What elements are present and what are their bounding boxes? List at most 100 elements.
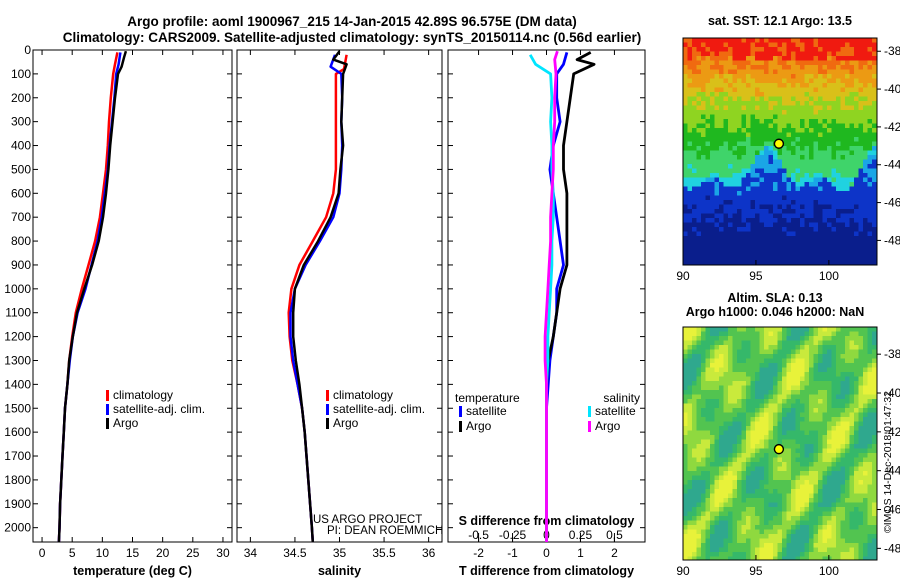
lat-tick-label: -48 [884, 541, 900, 555]
depth-axis: 0 100 200 300 400 500 600 700 800 900 1000 1100 1200… [4, 43, 31, 535]
sst-title: sat. SST: 12.1 Argo: 13.5 [708, 14, 852, 28]
watermark: ©IMOS 14-Dec-2018 01:47:32 [882, 391, 894, 533]
lon-tick-label: 100 [819, 269, 839, 283]
t-tick-label: 1 [577, 546, 584, 560]
x-tick-label: 35 [333, 546, 347, 560]
series-line-argo [57, 50, 128, 543]
legend-swatch [106, 418, 109, 429]
lon-tick-label: 90 [676, 564, 690, 578]
legend-label: satellite [595, 404, 636, 418]
x-tick-label: 10 [96, 546, 110, 560]
x-tick-label: 5 [69, 546, 76, 560]
s-tick-label: -0.5 [468, 528, 489, 542]
legend-title-temperature: temperature [455, 391, 520, 405]
series-line-argo [291, 50, 348, 543]
t-tick-label: 0 [543, 546, 550, 560]
depth-tick-label: 700 [11, 210, 31, 224]
argo-float-marker [773, 443, 785, 455]
sla-map-cells [683, 327, 878, 561]
series-line-climatology [287, 54, 348, 543]
legend-swatch [326, 404, 329, 415]
depth-tick-label: 900 [11, 258, 31, 272]
legend-label: satellite-adj. clim. [333, 402, 425, 416]
sst-map-cells [683, 38, 878, 266]
sst-map-panel: 90 95 100 -38 -40 -42 -44 -46 -48 sat. SST: 12.1 … [676, 14, 900, 283]
sla-map-frame [682, 326, 878, 561]
legend-swatch [459, 406, 462, 417]
depth-tick-label: 1900 [4, 497, 31, 511]
lat-tick-label: -40 [884, 386, 900, 400]
credit-line2: PI: DEAN ROEMMICH [327, 525, 443, 537]
sla-title-line1: Altim. SLA: 0.13 [727, 291, 822, 305]
depth-tick-label: 100 [11, 67, 31, 81]
depth-tick-label: 1300 [4, 353, 31, 367]
argo-float-marker [773, 138, 785, 149]
series-line-salinity-satellite [528, 54, 555, 542]
temperature-xlabel: temperature (deg C) [73, 564, 192, 578]
t-tick-label: 2 [611, 546, 618, 560]
series-line-satellite-adj--clim- [289, 54, 344, 543]
lat-tick-label: -46 [884, 196, 900, 210]
x-tick-label: 25 [186, 546, 200, 560]
t-tick-label: -2 [473, 546, 484, 560]
depth-tick-label: 400 [11, 139, 31, 153]
x-tick-label: 30 [216, 546, 230, 560]
lon-tick-label: 95 [749, 269, 763, 283]
legend-swatch [326, 418, 329, 429]
lat-tick-label: -38 [884, 44, 900, 58]
t-tick-label: -1 [507, 546, 518, 560]
figure-title-line2: Climatology: CARS2009. Satellite-adjuste… [63, 30, 641, 45]
depth-tick-label: 1700 [4, 449, 31, 463]
x-tick-label: 0 [39, 546, 46, 560]
legend-swatch [588, 406, 591, 417]
legend-label: satellite [466, 404, 507, 418]
s-tick-label: -0.25 [499, 528, 527, 542]
x-tick-label: 36 [422, 546, 436, 560]
depth-tick-label: 1600 [4, 425, 31, 439]
temperature-panel: 0 5 10 15 20 25 30 temperature (deg C) climatolo… [32, 49, 233, 578]
legend-swatch [588, 421, 591, 432]
legend-swatch [106, 404, 109, 415]
sst-map-frame [682, 37, 878, 266]
lon-tick-label: 95 [749, 564, 763, 578]
depth-tick-label: 500 [11, 162, 31, 176]
salinity-xlabel: salinity [318, 564, 361, 578]
x-tick-label: 15 [126, 546, 140, 560]
legend-label: Argo [466, 419, 492, 433]
lon-tick-label: 100 [819, 564, 839, 578]
depth-tick-label: 0 [24, 43, 31, 57]
s-tick-label: 0.5 [606, 528, 623, 542]
depth-tick-label: 1100 [5, 306, 31, 320]
legend-label: Argo [113, 416, 139, 430]
series-line-climatology [57, 52, 119, 543]
x-tick-label: 35.5 [372, 546, 396, 560]
x-tick-label: 34.5 [283, 546, 307, 560]
salinity-panel: 34 34.5 35 35.5 36 salinity climatologysatelli… [236, 49, 443, 578]
lat-tick-label: -44 [884, 158, 900, 172]
legend-title-salinity: salinity [603, 391, 640, 405]
lat-tick-label: -46 [884, 503, 900, 517]
x-tick-label: 34 [244, 546, 258, 560]
depth-tick-label: 1500 [4, 401, 31, 415]
depth-tick-label: 600 [11, 186, 31, 200]
depth-tick-label: 200 [11, 91, 31, 105]
s-tick-label: 0.25 [569, 528, 593, 542]
figure-title-line1: Argo profile: aoml 1900967_215 14-Jan-20… [127, 14, 576, 29]
depth-tick-label: 1200 [4, 330, 31, 344]
credit-line1: US ARGO PROJECT [313, 514, 422, 526]
salinity-panel-frame [236, 49, 443, 543]
depth-tick-label: 1800 [4, 473, 31, 487]
legend-label: climatology [333, 388, 393, 402]
lon-tick-label: 90 [676, 269, 690, 283]
t-difference-label: T difference from climatology [459, 564, 634, 578]
lat-tick-label: -44 [884, 464, 900, 478]
legend-label: Argo [333, 416, 359, 430]
lat-tick-label: -40 [884, 82, 900, 96]
depth-tick-label: 800 [11, 234, 31, 248]
legend-label: Argo [595, 419, 621, 433]
series-line-salinity-argo [543, 50, 559, 542]
legend-swatch [459, 421, 462, 432]
legend-swatch [326, 390, 329, 401]
